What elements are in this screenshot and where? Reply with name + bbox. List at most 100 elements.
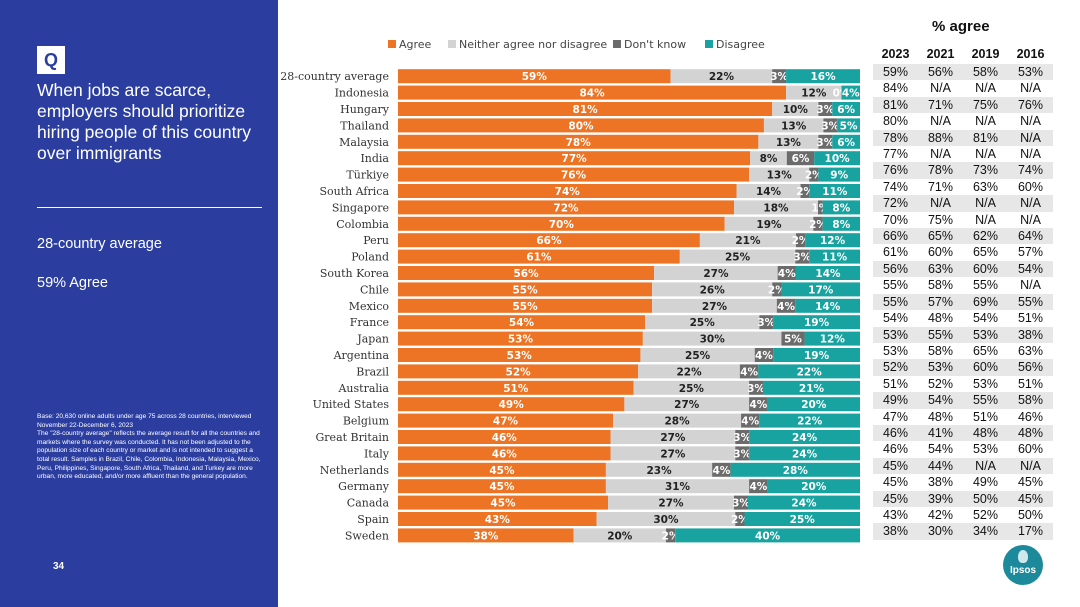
table-cell: 54%	[927, 442, 954, 457]
table-row: 45% 44% N/A N/A	[873, 457, 1053, 475]
bar-segment-dont-know	[734, 495, 748, 510]
bar-segment-neither	[734, 200, 818, 215]
bar-segment-dont-know	[759, 315, 774, 330]
bar-segment-disagree	[773, 315, 860, 330]
bar-label-dont-know: 4%	[741, 416, 759, 428]
bar-segment-neither	[772, 102, 819, 116]
table-cell: 59%	[873, 64, 918, 81]
bar-segment-dont-know	[795, 233, 806, 248]
bar-label-dont-know: 4%	[740, 366, 758, 378]
bar-segment-dont-know	[813, 216, 823, 231]
legend-swatch-agree	[388, 40, 396, 48]
bar-segment-neither	[652, 298, 777, 313]
bar-label-neither: 25%	[679, 383, 705, 395]
table-cell: 49%	[972, 475, 999, 490]
table-cell: 78%	[873, 129, 918, 147]
table-cell: 51%	[882, 376, 909, 391]
table-cell: 43%	[882, 507, 909, 522]
bar-label-neither: 25%	[690, 317, 716, 329]
table-header: 2019	[971, 47, 1000, 61]
table-cell: N/A	[930, 114, 951, 129]
bar-segment-agree	[398, 430, 611, 444]
table-cell: 45%	[1008, 490, 1053, 507]
bar-label-disagree: 8%	[832, 219, 850, 231]
bar-segment-neither	[642, 331, 782, 346]
bar-segment-agree	[398, 397, 625, 412]
logo-text: Ipsos	[1009, 565, 1037, 576]
bar-segment-agree	[398, 528, 574, 543]
table-cell: 47%	[882, 409, 909, 424]
bar-label-agree: 56%	[514, 268, 540, 280]
bar-segment-agree	[398, 380, 634, 395]
legend-swatch-disagree	[705, 40, 713, 48]
category-label: Sweden	[345, 529, 389, 542]
bar-segment-agree	[398, 282, 653, 297]
bar-segment-dont-know	[818, 200, 823, 215]
bar-segment-disagree	[814, 151, 860, 166]
bar-segment-neither	[645, 315, 760, 330]
bar-segment-dont-know	[749, 397, 768, 412]
category-label: Türkiye	[346, 169, 389, 182]
table-cell: N/A	[975, 147, 996, 162]
bar-label-neither: 20%	[607, 530, 633, 542]
bar-segment-agree	[398, 364, 639, 379]
table-row: 54% 48% 54% 51%	[873, 310, 1053, 326]
table-cell: N/A	[930, 81, 951, 96]
table-cell: 77%	[882, 147, 909, 162]
category-label: Japan	[356, 333, 389, 346]
bar-label-disagree: 4%	[842, 88, 860, 100]
table-cell: 51%	[1017, 376, 1044, 391]
bar-label-neither: 27%	[660, 448, 686, 460]
bar-segment-agree	[398, 69, 671, 84]
table-cell: 76%	[1008, 96, 1053, 114]
category-label: United States	[313, 398, 390, 411]
category-label: Mexico	[349, 300, 390, 313]
bar-segment-dont-know	[800, 184, 810, 198]
bar-segment-agree	[398, 249, 680, 264]
table-row: 70% 75% N/A N/A	[873, 212, 1053, 228]
category-label: Great Britain	[316, 431, 389, 444]
bar-label-neither: 21%	[735, 235, 761, 247]
table-header: 2016	[1016, 47, 1045, 61]
table-cell: 46%	[1017, 409, 1044, 424]
bar-label-dont-know: 3%	[732, 498, 750, 510]
page-number: 34	[53, 561, 65, 572]
bar-segment-dont-know	[754, 348, 774, 362]
bar-label-agree: 59%	[522, 71, 548, 83]
bar-segment-dont-know	[735, 512, 745, 526]
bar-label-agree: 49%	[499, 399, 525, 411]
bar-segment-agree	[398, 134, 759, 149]
table-cell: 48%	[1008, 424, 1053, 442]
table-cell: 41%	[918, 424, 963, 442]
table-cell: 60%	[927, 245, 954, 260]
bar-segment-disagree	[758, 364, 860, 379]
bar-label-dont-know: 3%	[757, 317, 775, 329]
table-cell: 38%	[927, 475, 954, 490]
table-cell: N/A	[930, 147, 951, 162]
bar-label-neither: 13%	[781, 120, 807, 132]
bar-label-disagree: 40%	[755, 530, 781, 542]
table-cell: 81%	[873, 96, 918, 114]
table-cell: 72%	[873, 195, 918, 212]
table-cell: 58%	[963, 64, 1008, 81]
table-cell: 46%	[882, 442, 909, 457]
bar-segment-disagree	[795, 266, 860, 280]
category-label: Spain	[357, 513, 389, 526]
bar-label-agree: 53%	[508, 334, 534, 346]
bar-label-dont-know: 4%	[777, 301, 795, 313]
table-cell: 78%	[918, 162, 963, 179]
category-label: India	[360, 152, 389, 165]
table-cell: 60%	[1017, 442, 1044, 457]
table-cell: 64%	[1008, 228, 1053, 245]
table-cell: 48%	[963, 424, 1008, 442]
table-row: 76% 78% 73% 74%	[873, 162, 1053, 179]
table-cell: 53%	[873, 326, 918, 343]
bar-label-agree: 45%	[489, 481, 515, 493]
table-cell: 58%	[927, 278, 954, 293]
bar-label-dont-know: 4%	[755, 350, 773, 362]
table-row: 72% N/A N/A N/A	[873, 195, 1053, 212]
bar-label-disagree: 22%	[797, 366, 823, 378]
bar-label-disagree: 6%	[837, 137, 855, 149]
bar-label-dont-know: 3%	[733, 448, 751, 460]
table-row: 45% 38% 49% 45%	[873, 474, 1053, 490]
